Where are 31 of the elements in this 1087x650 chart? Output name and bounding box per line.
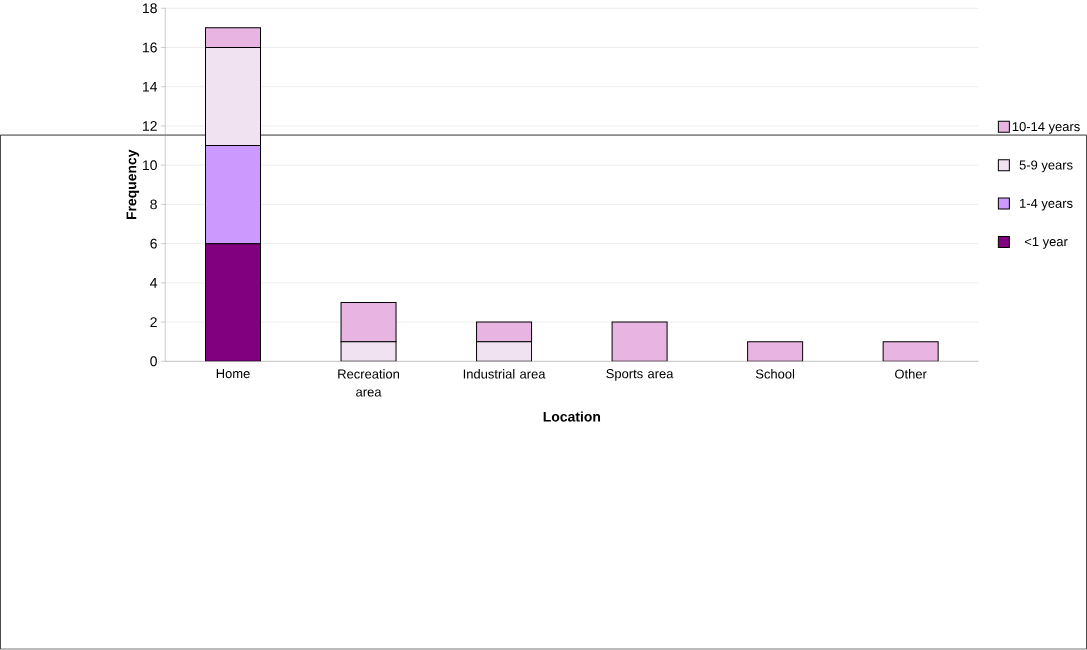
y-tick-label: 6 [150, 238, 157, 249]
x-tick-label: Home [216, 369, 250, 379]
x-tick-label: School [755, 369, 795, 379]
bar [611, 321, 668, 362]
y-tick-label: 10 [143, 160, 157, 171]
bar [476, 341, 533, 362]
bar [476, 321, 533, 343]
bar [882, 341, 939, 362]
x-axis-title: Location [543, 411, 601, 422]
bar [340, 302, 397, 343]
y-tick-label: 0 [150, 356, 157, 367]
legend-label: 1-4 years [1020, 199, 1073, 211]
x-tick-label: Industrial area [463, 369, 546, 379]
y-tick-label: 4 [150, 278, 158, 288]
x-tick-label: Other [895, 369, 927, 379]
bar [340, 341, 397, 362]
legend-label: 10-14 years [1012, 122, 1080, 134]
bar [205, 47, 262, 147]
bar [205, 27, 262, 49]
y-tick-label: 8 [150, 199, 157, 210]
x-tick-label: Sports area [606, 369, 674, 382]
bar [747, 341, 804, 362]
legend-label: <1 year [1024, 237, 1068, 249]
y-tick-label: 2 [150, 317, 157, 328]
y-axis-title: Frequency [126, 149, 140, 220]
y-tick-label: 12 [143, 121, 157, 132]
y-tick-label: 16 [143, 42, 157, 53]
x-tick-label: Recreation area [338, 369, 399, 397]
legend-label: 5-9 years [1019, 160, 1073, 173]
y-tick-label: 14 [143, 82, 158, 92]
y-tick-label: 18 [143, 3, 157, 14]
